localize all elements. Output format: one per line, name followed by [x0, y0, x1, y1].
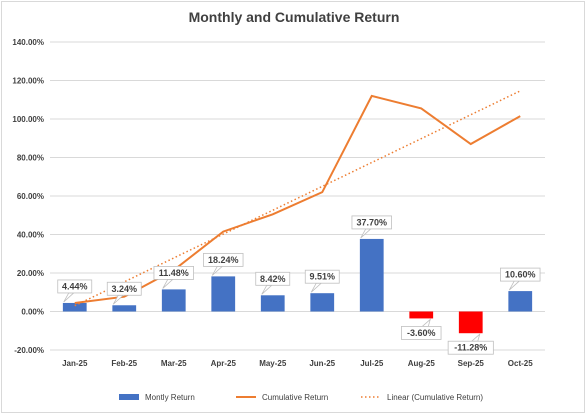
label-box: [401, 326, 442, 340]
label-text: -3.60%: [407, 328, 436, 338]
label-box: [57, 279, 93, 294]
data-label: 11.48%: [153, 266, 194, 289]
data-label: -3.60%: [401, 318, 442, 340]
bar: [508, 291, 533, 312]
legend-swatch-bar: [119, 394, 139, 400]
x-tick-label: Oct-25: [508, 359, 533, 368]
gridlines: [50, 41, 545, 351]
cumulative-series: [74, 94, 521, 304]
data-label: 18.24%: [203, 252, 244, 276]
cumulative-line: [74, 94, 521, 304]
legend-label: Montly Return: [145, 393, 195, 402]
label-pointer: [360, 228, 372, 239]
label-text: 11.48%: [159, 268, 189, 278]
data-label: 4.44%: [57, 279, 93, 303]
label-box: [203, 252, 244, 267]
label-text: 37.70%: [356, 217, 387, 227]
x-tick-label: Apr-25: [211, 359, 237, 368]
y-tick-label: 60.00%: [17, 192, 44, 201]
label-pointer: [261, 284, 273, 295]
label-pointer: [211, 265, 224, 276]
y-tick-label: 20.00%: [17, 269, 44, 278]
label-box: [255, 271, 291, 286]
x-axis-ticks: Jan-25 Feb-25 Mar-25 Apr-25 May-25 Jun-25 Jul-…: [62, 359, 533, 368]
label-text: -11.28%: [454, 343, 487, 353]
label-pointer: [470, 333, 481, 342]
bar: [260, 295, 285, 312]
y-tick-label: 40.00%: [17, 231, 44, 240]
label-box: [304, 269, 340, 284]
data-label: 9.51%: [304, 269, 340, 293]
chart-title: Monthly and Cumulative Return: [189, 9, 400, 25]
y-tick-label: 0.00%: [21, 308, 44, 317]
label-box: [447, 340, 494, 355]
x-tick-label: May-25: [259, 359, 287, 368]
label-pointer: [310, 282, 323, 293]
y-tick-label: 100.00%: [12, 115, 44, 124]
bar: [211, 276, 236, 312]
x-tick-label: Sep-25: [458, 359, 485, 368]
data-label: -11.28%: [447, 333, 494, 355]
bar-series: [62, 238, 533, 334]
data-label: 8.42%: [255, 271, 291, 295]
label-box: [106, 281, 142, 296]
legend: Montly Return Cumulative Return Linear (Cu…: [119, 393, 483, 402]
y-tick-label: -20.00%: [14, 346, 44, 355]
label-text: 8.42%: [260, 274, 286, 284]
label-box: [351, 215, 392, 230]
y-axis-ticks: 140.00% 120.00% 100.00% 80.00% 60.00% 40.00% 2…: [12, 38, 44, 355]
y-tick-label: 120.00%: [12, 77, 44, 86]
data-label: 3.24%: [106, 281, 142, 305]
legend-label: Linear (Cumulative Return): [387, 393, 483, 402]
label-text: 3.24%: [111, 284, 137, 294]
label-text: 4.44%: [62, 281, 88, 291]
data-label: 37.70%: [351, 215, 392, 239]
label-pointer: [421, 318, 432, 327]
x-tick-label: Feb-25: [111, 359, 137, 368]
x-tick-label: Mar-25: [161, 359, 187, 368]
label-pointer: [508, 280, 521, 291]
x-tick-label: Jul-25: [360, 359, 384, 368]
label-pointer: [112, 294, 125, 305]
label-box: [153, 266, 194, 280]
y-tick-label: 80.00%: [17, 154, 44, 163]
bar: [112, 305, 137, 312]
x-tick-label: Jun-25: [309, 359, 335, 368]
label-text: 18.24%: [208, 255, 239, 265]
bar: [409, 311, 434, 319]
label-pointer: [162, 279, 174, 289]
trendline-series: [74, 90, 521, 307]
data-label: 10.60%: [500, 267, 541, 291]
data-labels: 4.44% 3.24% 11.48% 18.24% 8.42% 9.51% 37.70% -3…: [57, 215, 541, 355]
label-pointer: [63, 292, 75, 303]
y-tick-label: 140.00%: [12, 38, 44, 47]
trendline: [74, 90, 521, 307]
x-tick-label: Jan-25: [62, 359, 88, 368]
legend-label: Cumulative Return: [262, 393, 328, 402]
label-text: 9.51%: [309, 272, 335, 282]
bar: [161, 289, 186, 312]
bar: [359, 238, 384, 312]
bar: [62, 302, 87, 312]
x-tick-label: Aug-25: [408, 359, 436, 368]
bar: [310, 293, 335, 312]
bar: [458, 311, 483, 334]
label-text: 10.60%: [505, 270, 536, 280]
label-box: [500, 267, 541, 282]
